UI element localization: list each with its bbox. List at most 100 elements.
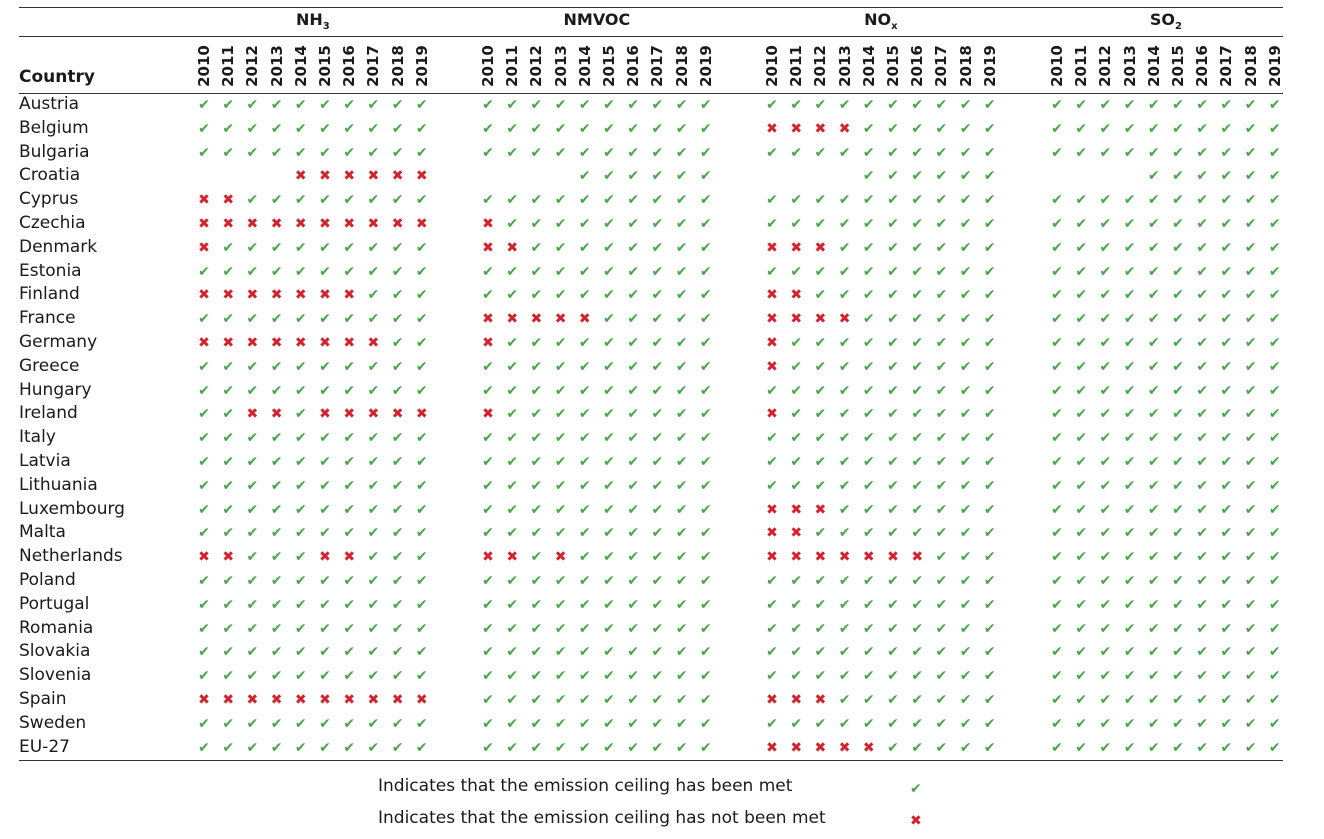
not-met-cross-icon: ✖: [838, 120, 851, 137]
met-check-icon: ✔: [814, 287, 827, 304]
not-met-cross-icon: ✖: [766, 739, 778, 756]
met-check-icon: ✔: [1268, 430, 1281, 447]
met-check-icon: ✔: [270, 144, 283, 161]
met-check-icon: ✔: [222, 406, 235, 423]
met-check-icon: ✔: [675, 168, 688, 185]
met-check-icon: ✔: [1147, 144, 1160, 161]
met-check-icon: ✔: [270, 239, 283, 256]
met-check-icon: ✔: [343, 144, 356, 161]
met-check-icon: ✔: [530, 97, 543, 113]
met-check-icon: ✔: [1123, 263, 1136, 280]
met-check-icon: ✔: [391, 739, 404, 756]
met-check-icon: ✔: [482, 573, 494, 589]
met-check-icon: ✔: [699, 525, 712, 542]
met-check-icon: ✔: [766, 192, 778, 209]
met-check-icon: ✔: [983, 97, 996, 113]
met-check-icon: ✔: [814, 97, 827, 113]
met-check-icon: ✔: [675, 144, 688, 161]
met-check-icon: ✔: [319, 358, 331, 375]
met-check-icon: ✔: [959, 501, 972, 518]
met-check-icon: ✔: [343, 715, 356, 732]
met-check-icon: ✔: [675, 335, 688, 351]
met-check-icon: ✔: [699, 216, 712, 232]
year-header: 2015: [1169, 45, 1187, 87]
met-check-icon: ✔: [343, 739, 356, 756]
met-check-icon: ✔: [838, 406, 851, 423]
met-check-icon: ✔: [1196, 311, 1209, 328]
met-check-icon: ✔: [699, 382, 712, 399]
met-check-icon: ✔: [367, 620, 380, 637]
met-check-icon: ✔: [1051, 549, 1063, 566]
met-check-icon: ✔: [367, 311, 380, 328]
met-check-icon: ✔: [627, 168, 640, 185]
met-check-icon: ✔: [367, 501, 380, 518]
met-check-icon: ✔: [959, 192, 972, 209]
met-check-icon: ✔: [554, 573, 567, 589]
not-met-cross-icon: ✖: [482, 406, 494, 423]
met-check-icon: ✔: [1220, 382, 1233, 399]
met-check-icon: ✔: [911, 406, 924, 423]
met-check-icon: ✔: [838, 239, 851, 256]
met-check-icon: ✔: [367, 596, 380, 613]
met-check-icon: ✔: [578, 263, 591, 280]
met-check-icon: ✔: [603, 620, 615, 637]
met-check-icon: ✔: [959, 739, 972, 756]
year-header: 2014: [859, 45, 878, 87]
met-check-icon: ✔: [198, 97, 210, 113]
met-check-icon: ✔: [1051, 120, 1063, 137]
met-check-icon: ✔: [862, 335, 875, 351]
met-check-icon: ✔: [790, 573, 803, 589]
met-check-icon: ✔: [862, 406, 875, 423]
met-check-icon: ✔: [554, 739, 567, 756]
met-check-icon: ✔: [838, 358, 851, 375]
met-check-icon: ✔: [1051, 335, 1063, 351]
met-check-icon: ✔: [482, 477, 494, 494]
not-met-cross-icon: ✖: [482, 239, 494, 256]
met-check-icon: ✔: [506, 596, 519, 613]
met-check-icon: ✔: [1147, 620, 1160, 637]
met-check-icon: ✔: [415, 287, 428, 304]
met-check-icon: ✔: [270, 477, 283, 494]
met-check-icon: ✔: [1268, 311, 1281, 328]
met-check-icon: ✔: [1196, 216, 1209, 232]
met-check-icon: ✔: [699, 573, 712, 589]
met-check-icon: ✔: [530, 382, 543, 399]
met-check-icon: ✔: [1220, 739, 1233, 756]
met-check-icon: ✔: [699, 692, 712, 708]
not-met-cross-icon: ✖: [319, 216, 331, 232]
met-check-icon: ✔: [766, 620, 778, 637]
met-check-icon: ✔: [198, 358, 210, 375]
met-check-icon: ✔: [222, 358, 235, 375]
met-check-icon: ✔: [1123, 382, 1136, 399]
year-header: 2010: [1048, 45, 1066, 87]
met-check-icon: ✔: [198, 501, 210, 518]
met-check-icon: ✔: [1244, 573, 1257, 589]
met-check-icon: ✔: [246, 739, 259, 756]
met-check-icon: ✔: [222, 525, 235, 542]
met-check-icon: ✔: [482, 97, 494, 113]
met-check-icon: ✔: [1147, 692, 1160, 708]
met-check-icon: ✔: [222, 596, 235, 613]
met-check-icon: ✔: [1196, 239, 1209, 256]
met-check-icon: ✔: [1099, 120, 1112, 137]
met-check-icon: ✔: [627, 216, 640, 232]
met-check-icon: ✔: [911, 216, 924, 232]
not-met-cross-icon: ✖: [391, 406, 404, 423]
met-check-icon: ✔: [862, 239, 875, 256]
met-check-icon: ✔: [675, 596, 688, 613]
met-check-icon: ✔: [1123, 335, 1136, 351]
met-check-icon: ✔: [959, 406, 972, 423]
met-check-icon: ✔: [1244, 311, 1257, 328]
met-check-icon: ✔: [603, 549, 615, 566]
year-header: 2019: [412, 45, 431, 87]
met-check-icon: ✔: [814, 192, 827, 209]
met-check-icon: ✔: [1244, 525, 1257, 542]
met-check-icon: ✔: [1220, 596, 1233, 613]
met-check-icon: ✔: [1172, 382, 1184, 399]
met-check-icon: ✔: [675, 573, 688, 589]
pollutant-title: NOx: [821, 10, 941, 32]
not-met-cross-icon: ✖: [578, 311, 591, 328]
met-check-icon: ✔: [911, 668, 924, 685]
met-check-icon: ✔: [959, 144, 972, 161]
met-check-icon: ✔: [959, 382, 972, 399]
